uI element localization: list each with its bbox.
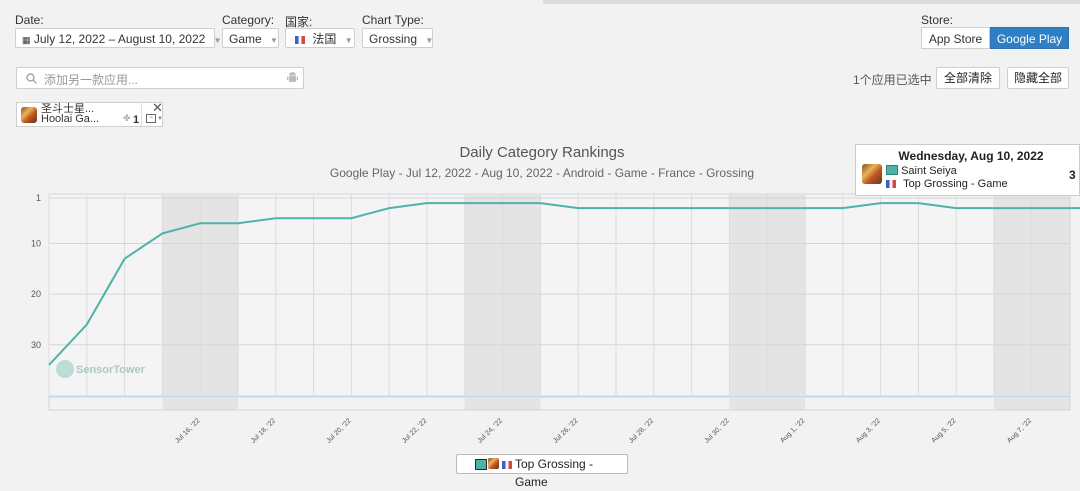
tooltip-app-icon [862,164,882,184]
y-tick-label: 10 [31,239,41,249]
tooltip-value: 3 [1069,168,1076,182]
legend-label: Top Grossing - Game [515,455,627,491]
navigator-weekend-band [162,398,238,410]
x-tick-label: Jul 26, '22 [552,417,579,444]
series-color-swatch [886,165,898,175]
x-tick-label: Jul 18, '22 [250,417,277,444]
chart-tooltip: Wednesday, Aug 10, 2022 Saint Seiya Top … [855,144,1080,196]
x-tick-label: Jul 22, '22 [401,417,428,444]
tooltip-category-text: Top Grossing - Game [903,178,1008,190]
x-tick-label: Jul 30, '22 [703,417,730,444]
series-color-swatch [475,459,487,470]
y-tick-label: 1 [36,193,41,203]
france-flag-icon [502,461,512,469]
navigator-weekend-band [465,398,541,410]
x-tick-label: Jul 28, '22 [628,417,655,444]
france-flag-icon [886,180,896,188]
rankings-chart[interactable]: 1 10 20 30 Jul 16, '22 Jul 18, '22 Jul 20, '2… [0,0,1080,479]
x-tick-label: Jul 16, '22 [174,417,201,444]
sensortower-logo-icon [56,360,74,378]
x-tick-label: Aug 7, '22 [1006,417,1033,444]
x-tick-label: Aug 1, '22 [779,417,806,444]
tooltip-app-name: Saint Seiya [901,165,957,177]
x-tick-label: Aug 3, '22 [855,417,882,444]
y-tick-label: 30 [31,340,41,350]
y-tick-label: 20 [31,289,41,299]
x-tick-label: Aug 5, '22 [931,417,958,444]
tooltip-category: Top Grossing - Game [886,178,1008,190]
watermark-text: SensorTower [76,364,145,376]
chart-legend-item[interactable]: Top Grossing - Game [456,454,628,474]
tooltip-app: Saint Seiya [886,165,957,177]
x-tick-label: Jul 24, '22 [477,417,504,444]
navigator-weekend-band [994,398,1070,410]
x-tick-label: Jul 20, '22 [325,417,352,444]
navigator-weekend-band [729,398,805,410]
legend-app-icon [488,458,499,469]
tooltip-date: Wednesday, Aug 10, 2022 [856,149,1080,163]
sensortower-watermark: SensorTower [56,360,145,378]
